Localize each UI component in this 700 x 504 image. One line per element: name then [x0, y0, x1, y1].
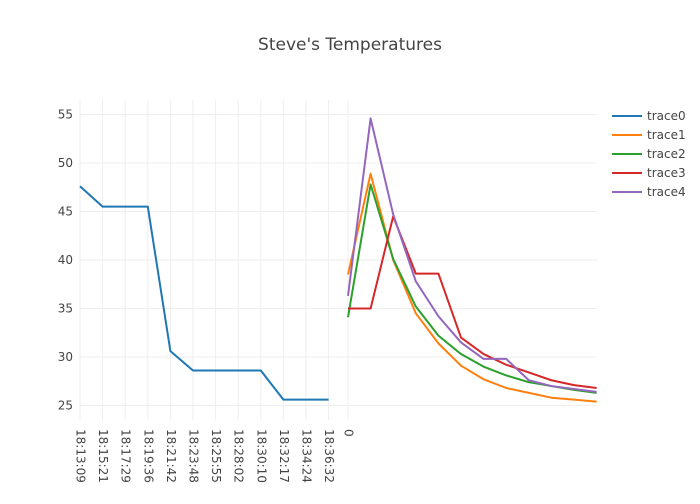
- x-tick-label: 18:28:02: [232, 429, 246, 483]
- x-tick-label: 18:13:09: [74, 429, 88, 483]
- x-tick-label: 18:15:21: [96, 429, 110, 483]
- x-tick-label: 18:19:36: [141, 429, 155, 483]
- legend-item-trace0[interactable]: trace0: [612, 109, 686, 123]
- x-tick-label: 18:30:10: [254, 429, 268, 483]
- legend-label: trace2: [647, 147, 686, 161]
- x-tick-label: 18:17:29: [119, 429, 133, 483]
- y-tick-label: 30: [58, 350, 73, 364]
- y-tick-label: 40: [58, 253, 73, 267]
- legend-item-trace1[interactable]: trace1: [612, 128, 686, 142]
- x-tick-label: 0: [342, 429, 356, 437]
- x-axis-ticks: 18:13:09 18:15:21 18:17:29 18:19:36 18:21:42…: [74, 429, 356, 483]
- legend-item-trace2[interactable]: trace2: [612, 147, 686, 161]
- x-tick-label: 18:23:48: [187, 429, 201, 483]
- series-line-trace3[interactable]: [348, 215, 597, 389]
- series-line-trace0[interactable]: [79, 185, 329, 401]
- x-tick-label: 18:32:17: [277, 429, 291, 483]
- legend-item-trace4[interactable]: trace4: [612, 185, 686, 199]
- x-tick-label: 18:36:32: [322, 429, 336, 483]
- y-tick-label: 50: [58, 156, 73, 170]
- legend-label: trace0: [647, 109, 686, 123]
- legend-label: trace4: [647, 185, 686, 199]
- chart-title: Steve's Temperatures: [258, 35, 442, 55]
- series-line-trace2[interactable]: [347, 183, 597, 394]
- x-tick-label: 18:34:24: [300, 429, 314, 483]
- x-tick-label: 18:25:55: [209, 429, 223, 483]
- series-lines: [79, 117, 597, 403]
- legend[interactable]: trace0 trace1 trace2 trace3 trace4: [612, 109, 686, 199]
- series-line-trace1[interactable]: [347, 172, 597, 403]
- y-tick-label: 45: [58, 205, 73, 219]
- legend-label: trace3: [647, 166, 686, 180]
- y-tick-label: 25: [58, 398, 73, 412]
- legend-label: trace1: [647, 128, 686, 142]
- y-tick-label: 35: [58, 301, 73, 315]
- y-axis-ticks: 25 30 35 40 45 50 55: [58, 108, 73, 413]
- gridlines: [79, 100, 597, 420]
- x-tick-label: 18:21:42: [164, 429, 178, 483]
- series-line-trace4[interactable]: [347, 117, 597, 393]
- y-tick-label: 55: [58, 108, 73, 122]
- legend-item-trace3[interactable]: trace3: [612, 166, 686, 180]
